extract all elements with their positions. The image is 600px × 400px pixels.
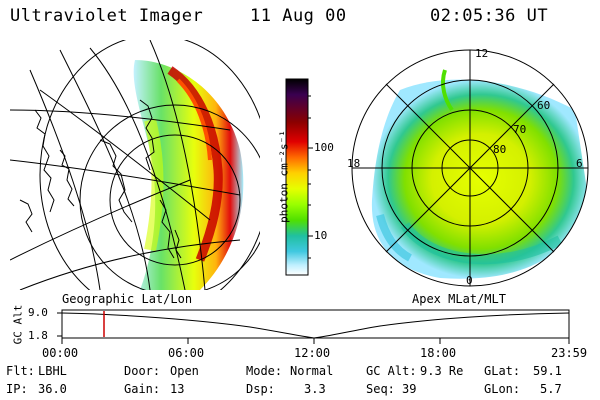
alt-plot-ylabel: GC Alt	[11, 304, 25, 345]
dsp-value: 3.3	[304, 382, 326, 396]
dsp-label: Dsp:	[246, 382, 275, 396]
glon-value: 5.7	[540, 382, 562, 396]
gcalt-value: 9.3 Re	[420, 364, 464, 378]
gain-value: 13	[170, 382, 185, 396]
alt-xtick-0600: 06:00	[168, 346, 205, 360]
mlat-label-60: 60	[537, 99, 551, 112]
colorbar-tick-10: 10	[314, 229, 328, 242]
mlt-label-0: 0	[466, 274, 473, 287]
mlat-label-80: 80	[493, 143, 507, 156]
gain-label: Gain:	[124, 382, 161, 396]
glat-value: 59.1	[533, 364, 562, 378]
alt-ytick-min: 1.8	[28, 329, 48, 342]
colorbar-tick-100: 100	[314, 141, 334, 154]
mlt-label-12: 12	[475, 47, 489, 60]
mode-label: Mode:	[246, 364, 283, 378]
glat-label: GLat:	[484, 364, 521, 378]
altitude-plot	[57, 309, 570, 344]
seq-label: Seq:	[366, 382, 395, 396]
auroral-oval-geo	[133, 60, 244, 290]
colorbar	[285, 78, 309, 276]
alt-xtick-2359: 23:59	[551, 346, 588, 360]
instrument-title: Ultraviolet Imager	[10, 6, 204, 26]
door-label: Door:	[124, 364, 161, 378]
ip-label: IP:	[6, 382, 28, 396]
mode-value: Normal	[290, 364, 334, 378]
time-label: 02:05:36 UT	[430, 6, 549, 26]
filter-label: Flt:	[6, 364, 35, 378]
alt-xtick-1800: 18:00	[420, 346, 457, 360]
mlt-label-6: 6	[576, 157, 583, 170]
gcalt-label: GC Alt:	[366, 364, 417, 378]
date-label: 11 Aug 00	[250, 6, 347, 26]
polar-map	[351, 49, 589, 287]
ip-value: 36.0	[38, 382, 67, 396]
seq-value: 39	[402, 382, 417, 396]
colorbar-unit-label: photon cm⁻²s⁻¹	[277, 130, 291, 223]
alt-ytick-max: 9.0	[28, 306, 48, 319]
mlt-label-18: 18	[347, 157, 361, 170]
alt-xtick-1200: 12:00	[294, 346, 331, 360]
geographic-map	[10, 40, 260, 290]
left-panel-title: Geographic Lat/Lon	[62, 292, 193, 306]
alt-xtick-0000: 00:00	[42, 346, 79, 360]
filter-value: LBHL	[38, 364, 67, 378]
right-panel-title: Apex MLat/MLT	[412, 292, 506, 306]
mlat-label-70: 70	[513, 123, 527, 136]
door-value: Open	[170, 364, 199, 378]
glon-label: GLon:	[484, 382, 521, 396]
